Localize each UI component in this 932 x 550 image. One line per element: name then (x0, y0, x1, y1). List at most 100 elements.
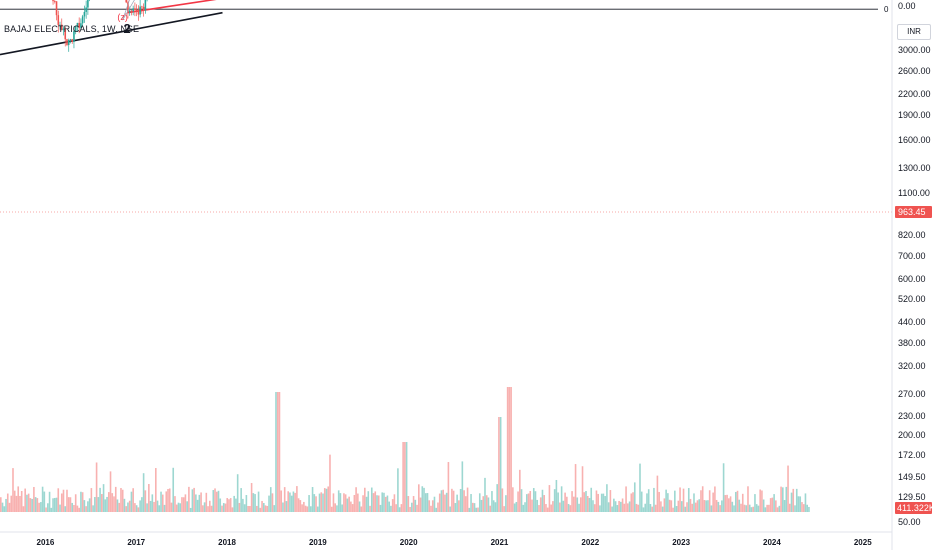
candle-body (60, 24, 63, 31)
volume-bar (804, 493, 807, 512)
volume-bar (522, 504, 525, 512)
volume-bar (127, 502, 129, 512)
candle-body (81, 16, 84, 24)
price-tick-label: 200.00 (898, 430, 926, 440)
volume-bar (794, 505, 796, 512)
volume-bar (447, 462, 450, 512)
volume-bar (316, 506, 319, 512)
volume-bar (395, 504, 397, 512)
volume-bar (581, 466, 584, 512)
volume-bar (224, 503, 227, 512)
volume-bar (282, 502, 284, 512)
volume-bar (660, 501, 662, 512)
volume-bar (808, 506, 810, 512)
time-axis[interactable]: 2016 2017 2018 2019 2020 2021 2022 2023 2024 2025 (0, 531, 892, 547)
volume-bar (69, 497, 72, 512)
candle-body (55, 1, 58, 16)
wave-label: 2 (124, 21, 131, 36)
volume-bar (435, 507, 438, 512)
volume-bar (240, 488, 242, 512)
volume-bar (802, 504, 805, 512)
volume-bar (602, 493, 605, 512)
volume-bar (734, 491, 737, 512)
wave-label: (z) (117, 12, 128, 22)
volume-bar (750, 507, 753, 512)
volume-bar (712, 492, 714, 512)
candle-body (130, 10, 133, 12)
volume-bar (311, 487, 314, 512)
volume-bar (107, 492, 110, 512)
volume-bar (13, 490, 16, 512)
volume-bar (600, 493, 603, 512)
volume-bar (400, 504, 403, 512)
volume-bar (184, 494, 187, 512)
last-volume-label: 411.322K (897, 503, 932, 513)
volume-bar (433, 496, 436, 512)
volume-bar (691, 503, 694, 512)
volume-bar (639, 463, 641, 512)
volume-bar (376, 495, 378, 512)
volume-bar (308, 495, 310, 512)
volume-bar (437, 502, 439, 512)
currency-selector[interactable]: INR (897, 24, 931, 40)
volume-bar (738, 499, 741, 512)
volume-bar (618, 500, 620, 512)
volume-bar (640, 491, 643, 512)
volume-bar (696, 500, 699, 512)
volume-bar (296, 486, 298, 512)
price-axis[interactable]: 0.00 3000.00 2600.00 2200.00 1900.00 1600.00 1… (891, 0, 932, 550)
volume-bar (179, 503, 181, 512)
volume-bar (109, 471, 112, 512)
volume-bar (783, 500, 786, 512)
volume-bar (344, 494, 347, 512)
volume-bar (104, 499, 107, 512)
volume-bar (656, 475, 659, 512)
volume-bar (456, 494, 458, 512)
volume-bar (633, 482, 636, 512)
volume-bar (191, 489, 194, 512)
volume-bar (463, 490, 465, 512)
candle-body (71, 39, 74, 42)
volume-bar (188, 486, 190, 512)
volume-bar (661, 506, 664, 512)
time-tick-label: 2017 (127, 538, 145, 547)
volume-bar (452, 490, 455, 512)
volume-bar (121, 489, 124, 512)
volume-bar (337, 490, 340, 512)
price-tick-label: 2200.00 (898, 89, 931, 99)
volume-bar (372, 493, 375, 512)
volume-bar (694, 502, 697, 512)
volume-bar (160, 491, 162, 512)
volume-bar (290, 495, 293, 512)
volume-bar (62, 489, 65, 512)
candle-body (73, 30, 75, 42)
volume-bar (708, 490, 711, 512)
candle-body (66, 39, 68, 45)
volume-bar (466, 487, 469, 512)
volume-bar (384, 496, 387, 512)
volume-bar (95, 462, 98, 512)
volume-bar (221, 505, 223, 512)
volume-bar (491, 491, 493, 512)
volume-bar (139, 500, 141, 512)
volume-bar (67, 497, 70, 512)
volume-bar (564, 492, 566, 512)
time-tick-label: 2018 (218, 538, 236, 547)
volume-bar (3, 506, 6, 512)
volume-bar (45, 507, 47, 512)
volume-bar (0, 497, 2, 512)
volume-bar (12, 468, 14, 512)
volume-bar (440, 490, 443, 512)
volume-bar (92, 505, 94, 512)
volume-bar (73, 504, 75, 512)
volume-bar (724, 495, 727, 512)
volume-bar (771, 497, 774, 512)
volume-bar (217, 490, 220, 512)
volume-bar (175, 504, 178, 512)
volume-bar (325, 488, 328, 512)
volume-bar (647, 489, 650, 512)
volume-bar (501, 488, 504, 512)
volume-bar (468, 507, 471, 512)
